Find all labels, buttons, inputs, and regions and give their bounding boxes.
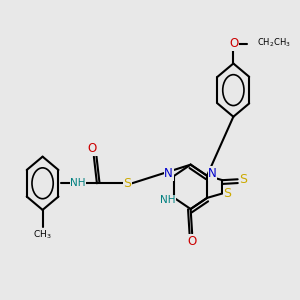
Text: O: O [188,235,197,248]
Text: S: S [239,173,247,186]
Text: N: N [164,167,173,180]
Text: O: O [88,142,97,155]
Text: O: O [229,37,239,50]
Text: CH$_3$: CH$_3$ [33,228,52,241]
Text: NH: NH [160,195,175,205]
Text: S: S [223,187,231,200]
Text: CH$_2$CH$_3$: CH$_2$CH$_3$ [257,36,291,49]
Text: N: N [208,167,217,180]
Text: S: S [123,177,131,190]
Text: NH: NH [70,178,86,188]
